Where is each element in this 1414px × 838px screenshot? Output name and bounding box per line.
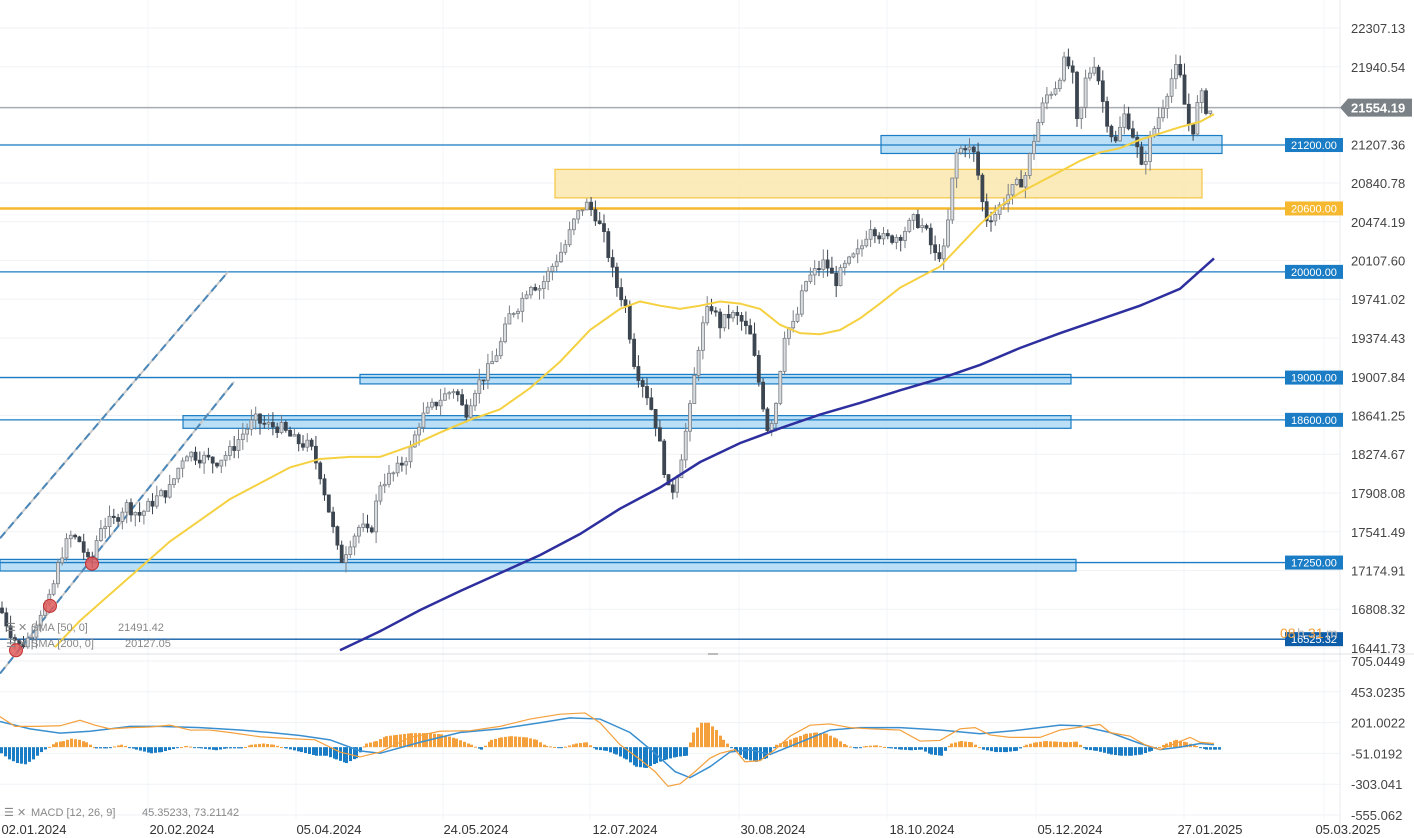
macd-legend[interactable]: ☰ ✕ MACD [12, 26, 9] 45.35233, 73.21142 [4, 807, 239, 819]
sma50-value: 21491.42 [118, 622, 164, 634]
level-tag-text: 16525.32 [1291, 634, 1337, 646]
date-tick: 20.02.2024 [149, 822, 214, 837]
price-tick: 21940.54 [1351, 60, 1405, 75]
date-tick: 05.03.2025 [1315, 822, 1380, 837]
horizontal-level-lines [0, 106, 1340, 640]
price-tick: 17541.49 [1351, 525, 1405, 540]
last-price-text: 21554.19 [1351, 101, 1405, 116]
price-tick: 18641.25 [1351, 409, 1405, 424]
trend-channel-lines [0, 271, 235, 675]
macd-line [0, 712, 1215, 787]
date-axis[interactable]: 02.01.2024 20.02.2024 05.04.2024 24.05.2024… [1, 822, 1380, 837]
legend-close-icon[interactable]: ✕ [17, 807, 26, 819]
price-tick: 16441.73 [1351, 641, 1405, 656]
blue-zone-18600[interactable] [182, 415, 1072, 429]
date-tick: 24.05.2024 [443, 822, 508, 837]
price-tick: 20474.19 [1351, 215, 1405, 230]
price-tick: 22307.13 [1351, 21, 1405, 36]
signal-marker[interactable] [43, 598, 57, 613]
countdown-h-unit: h [1297, 625, 1305, 641]
macd-signal-value: 73.21142 [194, 807, 239, 819]
price-tick: 19374.43 [1351, 331, 1405, 346]
sma50-line [54, 113, 1215, 648]
level-tag-text: 18600.00 [1291, 415, 1337, 427]
level-tag-text: 20600.00 [1291, 203, 1337, 215]
price-axis[interactable]: 22307.13 21940.54 21207.36 20840.78 20474.19… [1351, 21, 1405, 823]
sma200-label: SMA [200, 0] [31, 638, 94, 650]
last-price-tag [1340, 98, 1412, 117]
legend-menu-icon[interactable]: ☰ [6, 622, 16, 634]
price-tick: 16808.32 [1351, 602, 1405, 617]
price-tick: 17174.91 [1351, 563, 1405, 578]
level-tag[interactable] [1285, 412, 1343, 427]
countdown-hours: 08 [1280, 625, 1296, 641]
date-tick: 30.08.2024 [740, 822, 805, 837]
countdown-m-unit: m [1326, 625, 1338, 641]
legend-menu-icon[interactable]: ☰ [4, 807, 14, 819]
signal-marker[interactable] [9, 643, 23, 658]
yellow-zone-20800[interactable] [554, 168, 1203, 199]
level-tag[interactable] [1285, 555, 1343, 570]
macd-tick: 705.0449 [1351, 654, 1405, 669]
countdown-minutes: 31 [1308, 625, 1324, 641]
macd-value: 45.35233, [142, 807, 191, 819]
sma200-line [339, 257, 1215, 652]
macd-label: MACD [12, 26, 9] [31, 807, 115, 819]
blue-zone-19000[interactable] [359, 373, 1072, 385]
sma200-legend[interactable]: ☰ ✕ SMA [200, 0] 20127.05 [6, 638, 171, 650]
macd-panel [0, 712, 1221, 787]
macd-tick: -555.062 [1351, 808, 1402, 823]
macd-tick: 453.0235 [1351, 685, 1405, 700]
level-tag-text: 19000.00 [1291, 373, 1337, 385]
signal-marker[interactable] [85, 556, 99, 571]
legend-close-icon[interactable]: ✕ [18, 622, 27, 634]
price-tick: 20107.60 [1351, 254, 1405, 269]
level-tag[interactable] [1285, 201, 1343, 216]
candlesticks [0, 48, 1213, 650]
legend-menu-icon[interactable]: ☰ [6, 638, 16, 650]
date-tick: 02.01.2024 [1, 822, 66, 837]
price-tick: 19741.02 [1351, 292, 1405, 307]
macd-tick: -51.0192 [1351, 746, 1402, 761]
level-tags: 21200.00 20600.00 20000.00 19000.00 18600.00… [1285, 98, 1412, 647]
price-tick: 18274.67 [1351, 447, 1405, 462]
macd-tick: -303.041 [1351, 777, 1402, 792]
blue-zone-17250[interactable] [0, 558, 1077, 572]
date-tick: 27.01.2025 [1177, 822, 1242, 837]
level-tag[interactable] [1285, 264, 1343, 279]
date-tick: 05.04.2024 [296, 822, 361, 837]
price-tick: 19007.84 [1351, 370, 1405, 385]
moving-averages [54, 113, 1215, 652]
price-tick: 17908.08 [1351, 486, 1405, 501]
level-tag[interactable] [1285, 632, 1343, 647]
price-tick: 21207.36 [1351, 137, 1405, 152]
level-tag-text: 21200.00 [1291, 140, 1337, 152]
panel-resize-handle[interactable] [708, 653, 718, 655]
event-markers [9, 556, 99, 658]
price-tick: 20840.78 [1351, 176, 1405, 191]
date-tick: 18.10.2024 [889, 822, 954, 837]
date-tick: 12.07.2024 [592, 822, 657, 837]
sma50-legend[interactable]: ☰ ✕ SMA [50, 0] 21491.42 [6, 622, 164, 634]
sma50-label: SMA [50, 0] [31, 622, 88, 634]
legend-close-icon[interactable]: ✕ [18, 638, 27, 650]
level-tag-text: 17250.00 [1291, 558, 1337, 570]
price-zones [0, 134, 1223, 572]
level-tag[interactable] [1285, 138, 1343, 153]
sma200-value: 20127.05 [125, 638, 171, 650]
candle-countdown: 08 h 31 m [1280, 625, 1338, 641]
level-tag-text: 20000.00 [1291, 267, 1337, 279]
macd-tick: 201.0022 [1351, 716, 1405, 731]
level-tag[interactable] [1285, 370, 1343, 385]
date-tick: 05.12.2024 [1037, 822, 1102, 837]
macd-signal-line [0, 717, 1215, 779]
